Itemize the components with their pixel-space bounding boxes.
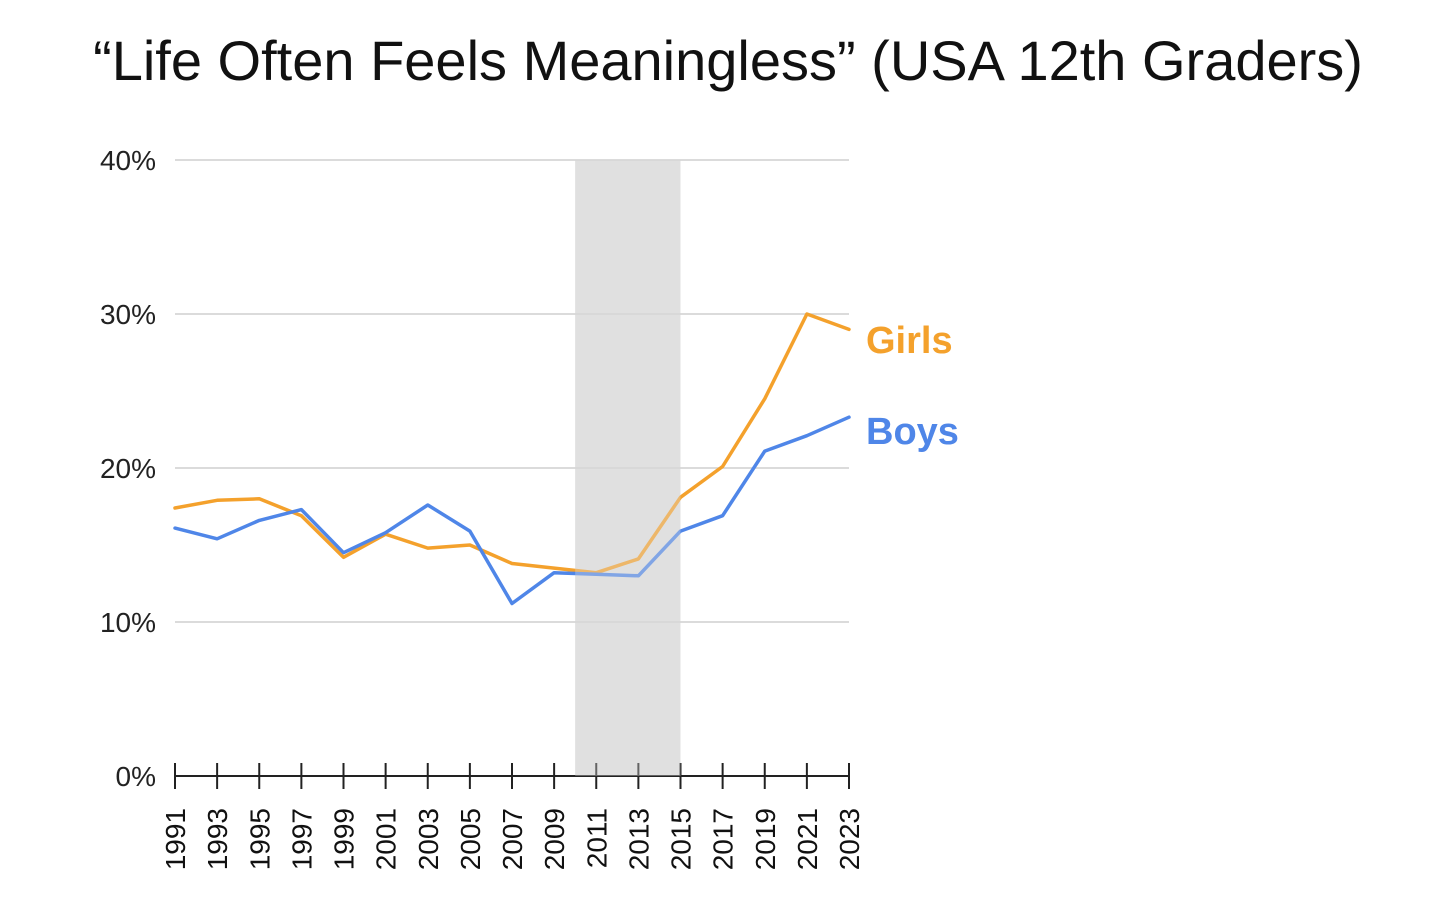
x-tick-label: 2021	[792, 808, 823, 870]
series-label-girls: Girls	[866, 320, 953, 362]
x-tick-label: 2017	[708, 808, 739, 870]
gridlines	[175, 159, 849, 623]
x-tick-label: 2009	[539, 808, 570, 870]
x-tick-label: 2019	[750, 808, 781, 870]
x-tick-label: 1993	[202, 808, 233, 870]
shaded-period-overlay	[575, 160, 681, 776]
y-tick-label: 30%	[100, 299, 156, 330]
x-axis	[174, 763, 850, 789]
x-tick-label: 1999	[329, 808, 360, 870]
band-overlay	[575, 160, 681, 776]
x-tick-label: 2005	[455, 808, 486, 870]
x-tick-label: 2003	[413, 808, 444, 870]
chart-title: “Life Often Feels Meaningless” (USA 12th…	[93, 29, 1363, 92]
y-tick-labels: 0% 10% 20% 30% 40%	[100, 145, 156, 792]
series-line-girls	[173, 312, 851, 575]
x-tick-label: 2011	[581, 808, 612, 868]
x-tick-label: 1995	[244, 808, 275, 870]
series-line-boys	[173, 415, 851, 606]
series-lines	[173, 312, 851, 606]
x-tick-label: 2015	[666, 808, 697, 870]
x-tick-label: 1997	[286, 808, 317, 870]
y-tick-label: 0%	[116, 761, 156, 792]
y-tick-label: 40%	[100, 145, 156, 176]
x-tick-labels: 1991 1993 1995 1997 1999 2001 2003 2005 2007 2009…	[160, 808, 865, 870]
series-label-boys: Boys	[866, 411, 959, 453]
x-tick-label: 1991	[160, 808, 191, 870]
x-tick-label: 2013	[623, 808, 654, 870]
y-tick-label: 20%	[100, 453, 156, 484]
x-tick-label: 2001	[371, 808, 402, 870]
x-tick-label: 2007	[497, 808, 528, 870]
series-labels: Girls Boys	[866, 320, 959, 453]
x-tick-label: 2023	[834, 808, 865, 870]
y-tick-label: 10%	[100, 607, 156, 638]
